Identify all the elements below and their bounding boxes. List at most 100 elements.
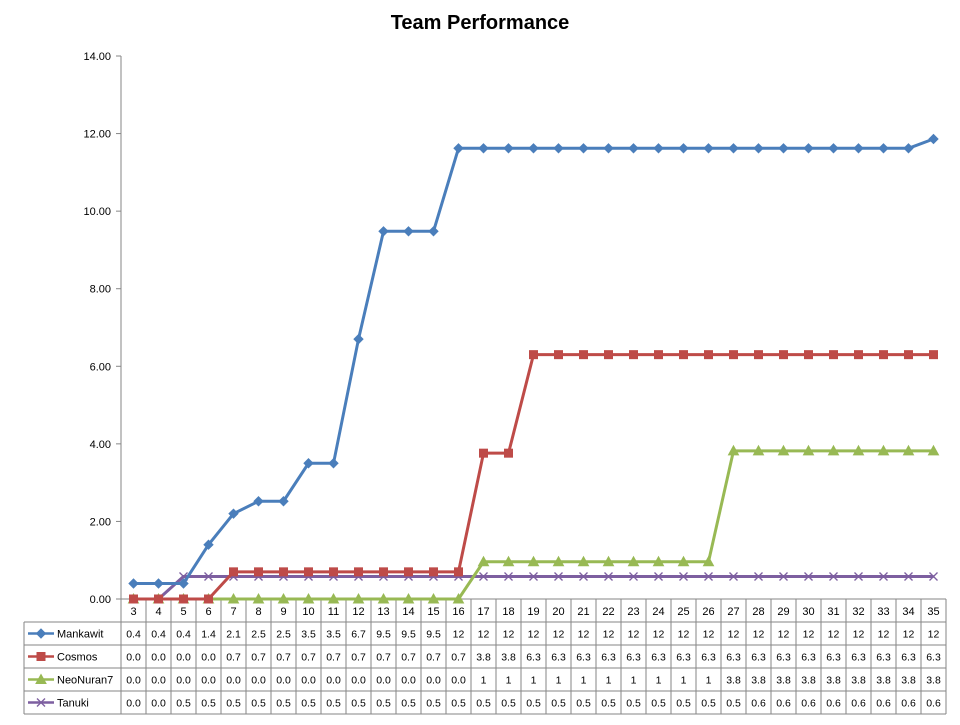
data-table-cell: 9.5 xyxy=(426,629,441,641)
data-table-cell: 12 xyxy=(703,629,715,641)
data-table-cell: 6.3 xyxy=(851,652,866,664)
x-tick-label: 10 xyxy=(302,606,314,618)
data-table-cell: 1 xyxy=(606,675,612,687)
data-table-cell: 2.1 xyxy=(226,629,241,641)
data-table-cell: 0.6 xyxy=(876,698,891,710)
data-table-cell: 0.5 xyxy=(676,698,691,710)
data-table-cell: 0.0 xyxy=(276,675,291,687)
data-point-marker xyxy=(729,572,738,581)
data-table-cell: 6.3 xyxy=(551,652,566,664)
data-point-marker xyxy=(529,572,538,581)
data-table-cell: 0.7 xyxy=(376,652,391,664)
x-tick-label: 4 xyxy=(155,606,161,618)
data-table-cell: 2.5 xyxy=(251,629,266,641)
data-table-cell: 1.4 xyxy=(201,629,216,641)
data-table-cell: 0.0 xyxy=(376,675,391,687)
data-point-marker xyxy=(929,350,938,360)
data-point-marker xyxy=(929,572,938,581)
x-tick-label: 6 xyxy=(205,606,211,618)
data-point-marker xyxy=(602,555,615,567)
x-tick-label: 34 xyxy=(902,606,914,618)
x-tick-label: 32 xyxy=(852,606,864,618)
data-table-cell: 0.5 xyxy=(226,698,241,710)
data-table-cell: 0.0 xyxy=(226,675,241,687)
data-table-cell: 0.0 xyxy=(151,652,166,664)
data-point-marker xyxy=(928,133,939,145)
data-table-cell: 1 xyxy=(706,675,712,687)
data-point-marker xyxy=(704,572,713,581)
data-table-cell: 0.6 xyxy=(801,698,816,710)
data-point-marker xyxy=(328,458,339,469)
x-tick-label: 18 xyxy=(502,606,514,618)
data-table-cell: 0.7 xyxy=(451,652,466,664)
data-point-marker xyxy=(504,572,513,581)
data-point-marker xyxy=(479,448,488,458)
data-table-cell: 3.8 xyxy=(851,675,866,687)
data-table-cell: 6.3 xyxy=(926,652,941,664)
data-table-cell: 9.5 xyxy=(376,629,391,641)
data-point-marker xyxy=(629,350,638,360)
data-point-marker xyxy=(528,143,539,154)
data-point-marker xyxy=(504,448,513,458)
data-table-cell: 0.7 xyxy=(276,652,291,664)
data-table-cell: 6.3 xyxy=(901,652,916,664)
data-table-cell: 6.3 xyxy=(601,652,616,664)
data-table-cell: 0.5 xyxy=(626,698,641,710)
data-point-marker xyxy=(279,567,288,577)
data-table-cell: 1 xyxy=(656,675,662,687)
data-point-marker xyxy=(728,143,739,154)
x-tick-label: 27 xyxy=(727,606,739,618)
data-point-marker xyxy=(379,567,388,577)
data-table-cell: 0.0 xyxy=(176,652,191,664)
data-point-marker xyxy=(253,496,264,507)
data-point-marker xyxy=(803,143,814,154)
data-table-cell: 0.7 xyxy=(226,652,241,664)
data-table-cell: 0.5 xyxy=(651,698,666,710)
data-point-marker xyxy=(804,572,813,581)
data-table-cell: 0.7 xyxy=(351,652,366,664)
data-point-marker xyxy=(229,567,238,577)
data-point-marker xyxy=(129,594,138,604)
data-table-cell: 12 xyxy=(653,629,665,641)
data-point-marker xyxy=(228,508,239,519)
data-point-marker xyxy=(578,143,589,154)
data-table-cell: 0.6 xyxy=(751,698,766,710)
data-point-marker xyxy=(278,496,289,507)
x-tick-label: 3 xyxy=(130,606,136,618)
data-point-marker xyxy=(179,594,188,604)
data-point-marker xyxy=(36,652,46,661)
data-point-marker xyxy=(454,567,463,577)
data-table-cell: 0.0 xyxy=(176,675,191,687)
data-table-cell: 0.0 xyxy=(426,675,441,687)
data-table-cell: 0.5 xyxy=(576,698,591,710)
data-table-cell: 0.7 xyxy=(251,652,266,664)
data-point-marker xyxy=(827,444,840,456)
data-table-cell: 12 xyxy=(928,629,940,641)
data-table-cell: 0.5 xyxy=(451,698,466,710)
data-table-cell: 0.5 xyxy=(476,698,491,710)
data-point-marker xyxy=(754,350,763,360)
data-table-cell: 6.3 xyxy=(726,652,741,664)
data-point-marker xyxy=(452,592,465,604)
data-point-marker xyxy=(828,143,839,154)
data-table-cell: 1 xyxy=(531,675,537,687)
data-table-cell: 12 xyxy=(503,629,515,641)
data-table-cell: 0.6 xyxy=(776,698,791,710)
data-point-marker xyxy=(854,572,863,581)
data-table-cell: 0.5 xyxy=(601,698,616,710)
data-table-cell: 6.3 xyxy=(676,652,691,664)
data-point-marker xyxy=(904,572,913,581)
data-table-cell: 0.0 xyxy=(151,675,166,687)
data-point-marker xyxy=(453,143,464,154)
data-point-marker xyxy=(829,350,838,360)
y-tick-label: 12.00 xyxy=(83,129,111,141)
data-point-marker xyxy=(479,572,488,581)
data-point-marker xyxy=(277,592,290,604)
data-point-marker xyxy=(527,555,540,567)
data-point-marker xyxy=(879,572,888,581)
data-point-marker xyxy=(402,592,415,604)
data-table-cell: 0.5 xyxy=(701,698,716,710)
y-tick-label: 10.00 xyxy=(83,206,111,218)
data-point-marker xyxy=(702,555,715,567)
